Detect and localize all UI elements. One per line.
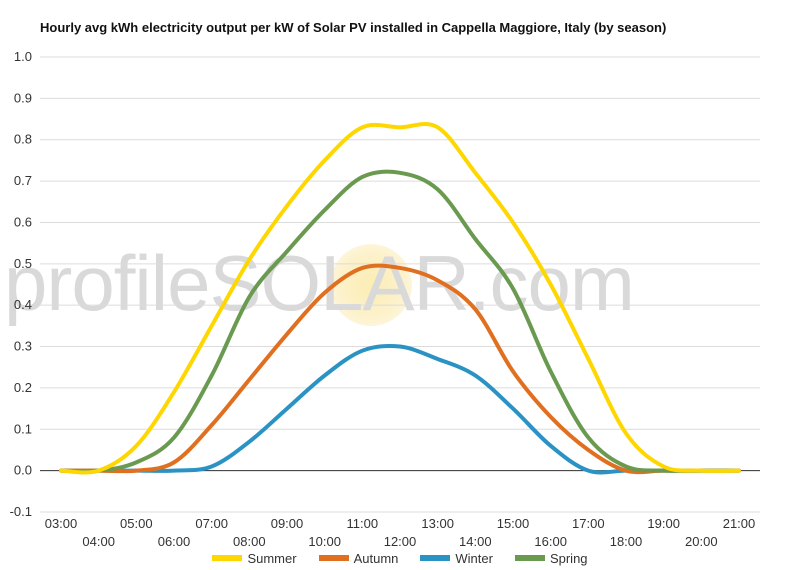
x-tick-label: 16:00 xyxy=(534,534,567,549)
x-tick-label: 20:00 xyxy=(685,534,718,549)
x-axis-ticks: 03:00 04:00 05:00 06:00 07:00 08:00 09:00 10:00… xyxy=(45,516,756,549)
x-tick-label: 11:00 xyxy=(347,516,379,531)
y-tick-label: 0.4 xyxy=(14,297,32,312)
series-line-summer xyxy=(59,121,741,475)
legend-label: Spring xyxy=(549,550,588,566)
legend-swatch xyxy=(212,555,243,561)
x-tick-label: 14:00 xyxy=(459,534,492,549)
legend-label: Summer xyxy=(247,550,297,566)
series-line-spring xyxy=(59,169,741,474)
x-tick-label: 06:00 xyxy=(158,534,191,549)
legend-item-spring: Spring xyxy=(514,549,588,567)
legend-swatch xyxy=(318,555,349,561)
x-tick-label: 17:00 xyxy=(572,516,605,531)
x-tick-label: 05:00 xyxy=(120,516,153,531)
x-tick-label: 07:00 xyxy=(195,516,228,531)
series-line-autumn xyxy=(59,263,741,475)
legend-label: Autumn xyxy=(353,550,399,566)
y-tick-label: 0.7 xyxy=(14,173,32,188)
y-tick-label: 0.5 xyxy=(14,256,32,271)
y-tick-label: 0.6 xyxy=(14,214,32,229)
y-axis-ticks: 1.0 0.9 0.8 0.7 0.6 0.5 0.4 0.3 0.2 0.1 0.0 -0.1 xyxy=(10,49,32,519)
x-tick-label: 15:00 xyxy=(497,516,530,531)
x-tick-label: 21:00 xyxy=(723,516,756,531)
y-tick-label: 0.8 xyxy=(14,132,32,147)
y-tick-label: 1.0 xyxy=(14,49,32,64)
legend-swatch xyxy=(420,555,451,561)
y-tick-label: 0.3 xyxy=(14,339,32,354)
y-tick-label: 0.2 xyxy=(14,380,32,395)
legend-label: Winter xyxy=(455,550,493,566)
x-tick-label: 04:00 xyxy=(82,534,115,549)
legend: Summer Autumn Winter Spring xyxy=(0,549,800,567)
grid-lines xyxy=(40,56,760,513)
x-tick-label: 13:00 xyxy=(421,516,454,531)
y-tick-label: 0.0 xyxy=(14,463,32,478)
x-tick-label: 09:00 xyxy=(271,516,304,531)
y-tick-label: 0.1 xyxy=(14,421,32,436)
x-tick-label: 12:00 xyxy=(384,534,417,549)
x-tick-label: 18:00 xyxy=(610,534,643,549)
chart-title: Hourly avg kWh electricity output per kW… xyxy=(40,20,667,35)
legend-item-winter: Winter xyxy=(420,549,493,567)
y-tick-label: -0.1 xyxy=(10,504,32,519)
legend-item-autumn: Autumn xyxy=(318,549,399,567)
x-tick-label: 08:00 xyxy=(233,534,266,549)
y-tick-label: 0.9 xyxy=(14,90,32,105)
legend-item-summer: Summer xyxy=(212,549,297,567)
x-tick-label: 03:00 xyxy=(45,516,78,531)
series-lines xyxy=(59,121,741,475)
x-tick-label: 10:00 xyxy=(308,534,341,549)
x-tick-label: 19:00 xyxy=(647,516,680,531)
legend-swatch xyxy=(514,555,545,561)
